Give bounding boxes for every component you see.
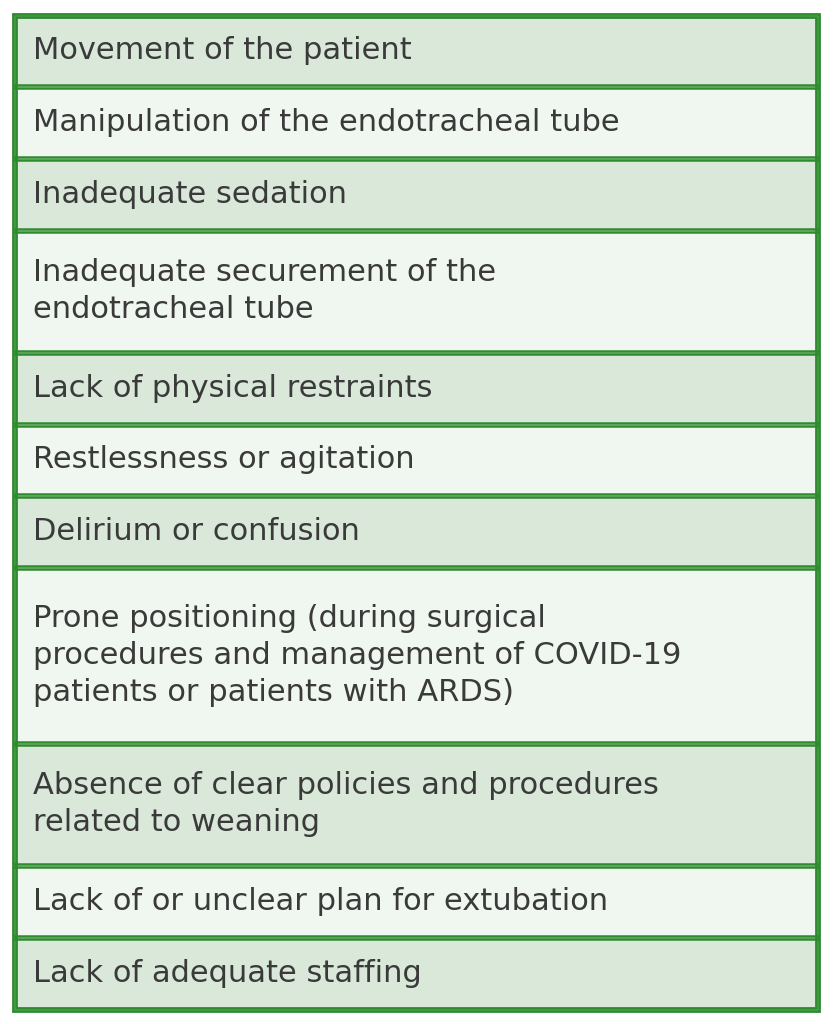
Text: Delirium or confusion: Delirium or confusion: [33, 517, 360, 546]
Text: Restlessness or agitation: Restlessness or agitation: [33, 445, 415, 474]
Text: Movement of the patient: Movement of the patient: [33, 37, 412, 66]
Bar: [15, 15, 818, 87]
Bar: [15, 567, 818, 743]
Bar: [15, 352, 818, 424]
Text: Inadequate securement of the
endotracheal tube: Inadequate securement of the endotrachea…: [33, 258, 496, 325]
Bar: [15, 865, 818, 937]
Bar: [15, 230, 818, 352]
Bar: [15, 743, 818, 865]
Bar: [15, 87, 818, 159]
Text: Lack of adequate staffing: Lack of adequate staffing: [33, 958, 421, 987]
Bar: [15, 496, 818, 567]
Text: Prone positioning (during surgical
procedures and management of COVID-19
patient: Prone positioning (during surgical proce…: [33, 604, 681, 708]
Text: Absence of clear policies and procedures
related to weaning: Absence of clear policies and procedures…: [33, 771, 659, 838]
Bar: [15, 424, 818, 496]
Text: Lack of or unclear plan for extubation: Lack of or unclear plan for extubation: [33, 887, 608, 915]
Text: Manipulation of the endotracheal tube: Manipulation of the endotracheal tube: [33, 109, 620, 137]
Text: Lack of physical restraints: Lack of physical restraints: [33, 374, 432, 402]
Text: Inadequate sedation: Inadequate sedation: [33, 180, 347, 209]
Bar: [15, 937, 818, 1009]
Bar: [15, 159, 818, 230]
